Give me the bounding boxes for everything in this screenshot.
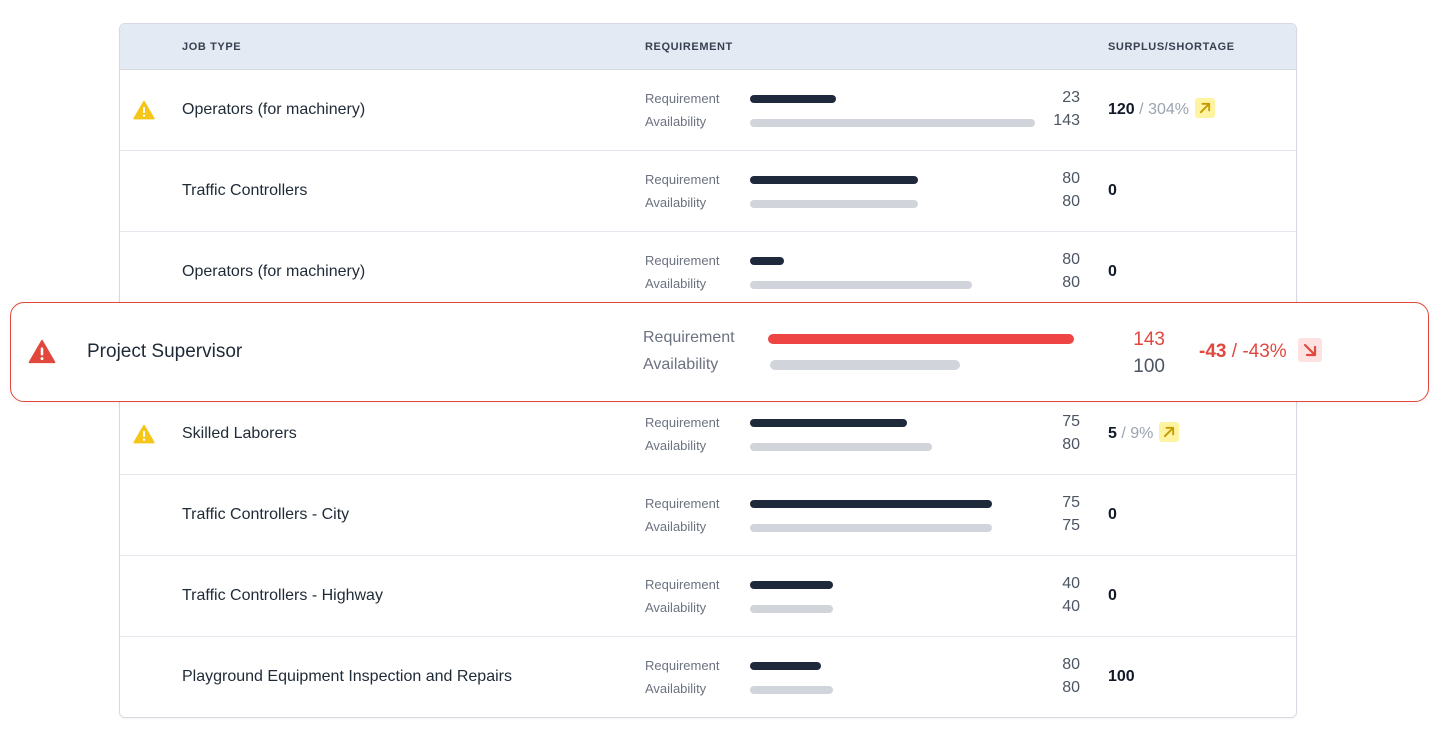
availability-label: Availability	[645, 195, 707, 210]
availability-bar	[750, 200, 918, 208]
surplus-percent: 9%	[1130, 425, 1154, 442]
requirement-value: 23	[1062, 89, 1080, 106]
surplus-value: 0	[1108, 182, 1117, 199]
surplus-value: 5	[1108, 425, 1117, 442]
requirement-value: 40	[1062, 575, 1080, 592]
danger-icon	[28, 339, 56, 364]
availability-bar	[750, 686, 833, 694]
surplus-cell: 100	[1108, 637, 1135, 717]
availability-label: Availability	[645, 276, 707, 291]
requirement-value: 143	[1133, 329, 1165, 350]
availability-label: Availability	[645, 600, 707, 615]
requirement-label: Requirement	[645, 253, 720, 268]
job-name: Playground Equipment Inspection and Repa…	[182, 668, 512, 685]
surplus-value: 120	[1108, 101, 1135, 118]
surplus-cell: 5 / 9%	[1108, 394, 1180, 474]
surplus-cell: 0	[1108, 151, 1117, 231]
requirement-label: Requirement	[645, 658, 720, 673]
availability-value: 80	[1062, 274, 1080, 291]
availability-value: 143	[1053, 112, 1080, 129]
availability-bar	[750, 119, 1035, 127]
surplus-percent: 304%	[1148, 101, 1189, 118]
availability-label: Availability	[643, 356, 719, 373]
table-row[interactable]: Operators (for machinery) Requirement Avai…	[120, 232, 1296, 313]
availability-label: Availability	[645, 519, 707, 534]
header-surplus[interactable]: SURPLUS/SHORTAGE	[1108, 41, 1235, 53]
requirement-label: Requirement	[645, 172, 720, 187]
availability-value: 80	[1062, 436, 1080, 453]
table-row[interactable]: Traffic Controllers Requirement Availabili…	[120, 151, 1296, 232]
table-row[interactable]: Traffic Controllers - Highway Requirement…	[120, 556, 1296, 637]
table-row[interactable]: Playground Equipment Inspection and Repa…	[120, 637, 1296, 717]
warning-icon	[133, 100, 155, 120]
requirement-bar	[768, 334, 1074, 344]
surplus-cell: 0	[1108, 475, 1117, 555]
surplus-separator: /	[1139, 101, 1144, 118]
surplus-separator: /	[1231, 341, 1238, 362]
availability-bar	[750, 443, 932, 451]
requirement-bar	[750, 95, 836, 103]
requirement-label: Requirement	[645, 415, 720, 430]
requirement-label: Requirement	[645, 91, 720, 106]
job-name: Traffic Controllers	[182, 182, 308, 199]
trend-up-icon	[1159, 422, 1180, 442]
trend-up-icon	[1194, 98, 1215, 118]
availability-bar	[750, 281, 972, 289]
requirement-label: Requirement	[643, 329, 735, 346]
requirement-value: 80	[1062, 251, 1080, 268]
availability-value: 80	[1062, 193, 1080, 210]
surplus-value: 0	[1108, 587, 1117, 604]
surplus-value: -43	[1199, 341, 1227, 362]
trend-down-icon	[1297, 338, 1322, 362]
table-row[interactable]: Operators (for machinery) Requirement Avai…	[120, 70, 1296, 151]
job-name: Operators (for machinery)	[182, 101, 366, 118]
surplus-separator: /	[1121, 425, 1126, 442]
availability-label: Availability	[645, 114, 707, 129]
availability-bar	[750, 524, 992, 532]
surplus-value: 100	[1108, 668, 1135, 685]
surplus-value: 0	[1108, 506, 1117, 523]
availability-value: 100	[1133, 356, 1165, 377]
surplus-cell: -43 / -43%	[1199, 303, 1322, 401]
job-name: Project Supervisor	[87, 341, 243, 362]
header-requirement[interactable]: REQUIREMENT	[645, 41, 733, 53]
job-name: Operators (for machinery)	[182, 263, 366, 280]
availability-bar	[750, 605, 833, 613]
warning-icon	[133, 424, 155, 444]
availability-value: 40	[1062, 598, 1080, 615]
requirement-bar	[750, 257, 784, 265]
requirement-bar	[750, 662, 821, 670]
surplus-value: 0	[1108, 263, 1117, 280]
requirement-bar	[750, 419, 907, 427]
requirement-bar	[750, 581, 833, 589]
surplus-cell: 120 / 304%	[1108, 70, 1215, 150]
requirement-value: 80	[1062, 170, 1080, 187]
availability-value: 80	[1062, 679, 1080, 696]
availability-label: Availability	[645, 438, 707, 453]
requirement-bar	[750, 500, 992, 508]
surplus-percent: -43%	[1242, 341, 1287, 362]
requirement-label: Requirement	[645, 577, 720, 592]
table-header: JOB TYPE REQUIREMENT SURPLUS/SHORTAGE	[120, 24, 1296, 70]
job-name: Skilled Laborers	[182, 425, 297, 442]
surplus-cell: 0	[1108, 556, 1117, 636]
requirement-value: 80	[1062, 656, 1080, 673]
job-name: Traffic Controllers - Highway	[182, 587, 383, 604]
availability-value: 75	[1062, 517, 1080, 534]
header-job-type[interactable]: JOB TYPE	[182, 41, 242, 53]
requirement-bar	[750, 176, 918, 184]
availability-label: Availability	[645, 681, 707, 696]
job-table: JOB TYPE REQUIREMENT SURPLUS/SHORTAGE Op…	[119, 23, 1297, 718]
surplus-cell: 0	[1108, 232, 1117, 312]
requirement-value: 75	[1062, 494, 1080, 511]
requirement-label: Requirement	[645, 496, 720, 511]
table-row[interactable]: Traffic Controllers - City Requirement Ava…	[120, 475, 1296, 556]
highlighted-row[interactable]: Project Supervisor Requirement Availabil…	[10, 302, 1429, 402]
table-row[interactable]: Skilled Laborers Requirement Availability 7…	[120, 394, 1296, 475]
availability-bar	[770, 360, 960, 370]
requirement-value: 75	[1062, 413, 1080, 430]
job-name: Traffic Controllers - City	[182, 506, 350, 523]
